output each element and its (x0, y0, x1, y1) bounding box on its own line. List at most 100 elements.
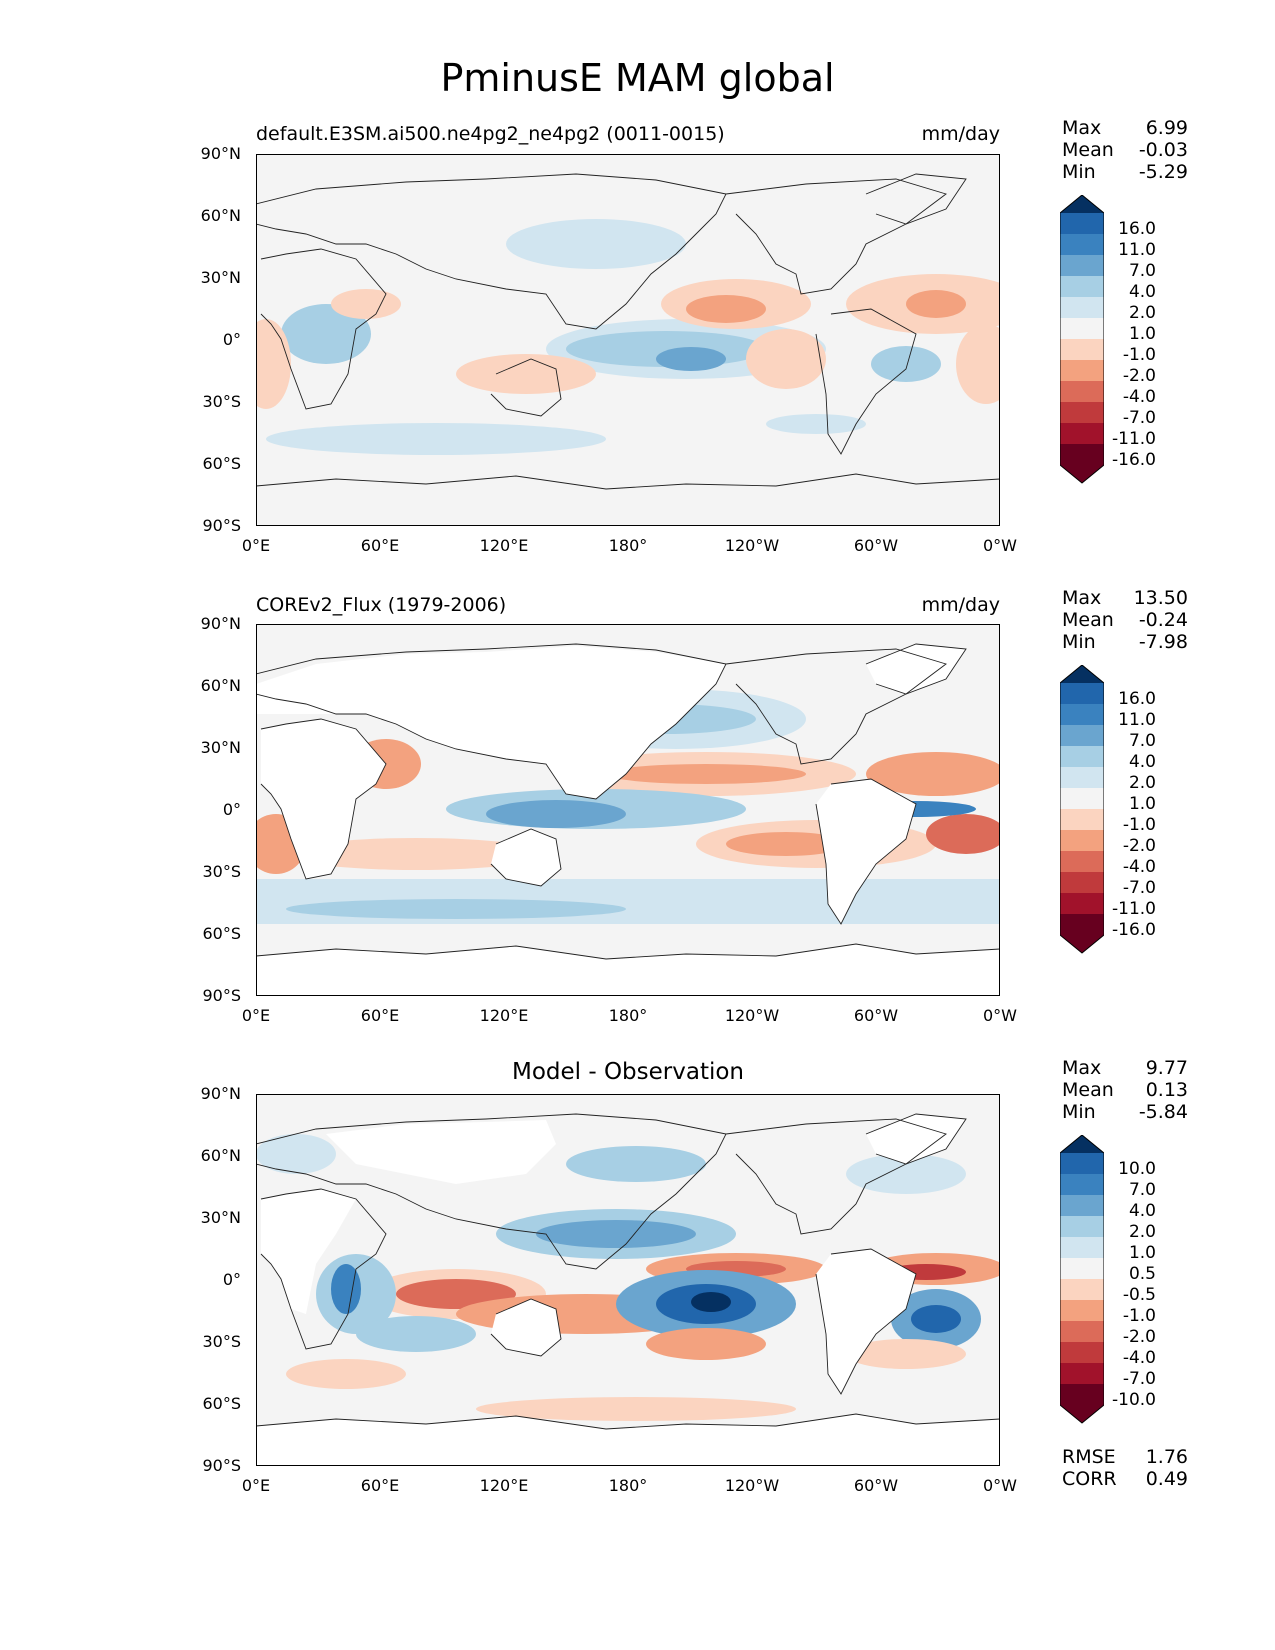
panel1-min-label: Min (1062, 161, 1096, 183)
panel1-lon-tick: 0°W (983, 536, 1017, 555)
field-blob (281, 304, 371, 364)
field-blob (456, 354, 596, 394)
colorbar-segment (1060, 665, 1104, 683)
panel2-colorbar-label: -16.0 (1112, 920, 1156, 940)
panel3-title: Model - Observation (511, 1059, 745, 1085)
coastline-greenland (865, 643, 967, 695)
panel2-colorbar-label: 11.0 (1118, 710, 1156, 730)
colorbar-segment (1060, 1321, 1104, 1342)
coastline-antarctica (256, 943, 1000, 960)
panel2-land-mask (256, 644, 1000, 996)
panel3-lon-tick: 120°E (479, 1476, 529, 1495)
panel1-title: default.E3SM.ai500.ne4pg2_ne4pg2 (0011-0… (256, 123, 725, 145)
field-blob (726, 832, 846, 856)
colorbar-segment (1060, 234, 1104, 255)
panel1-lon-tick: 120°W (724, 536, 780, 555)
panel1-colorbar-label: -2.0 (1122, 366, 1156, 386)
colorbar-segment (1060, 1300, 1104, 1321)
colorbar-segment (1060, 1258, 1104, 1279)
field-blob (356, 1316, 476, 1352)
panel3-lat-tick: 30°N (200, 1208, 241, 1227)
field-blob (286, 1359, 406, 1389)
colorbar-segment (1060, 935, 1104, 953)
colorbar-segment (1060, 893, 1104, 914)
panel2-mean-label: Mean (1062, 609, 1114, 631)
panel1-lat-tick: 30°N (200, 268, 241, 287)
panel2-max-label: Max (1062, 587, 1102, 609)
colorbar-segment (1060, 318, 1104, 339)
panel2-colorbar-label: -1.0 (1122, 815, 1156, 835)
panel1-max-label: Max (1062, 117, 1102, 139)
panel1-frame (256, 154, 1000, 526)
panel1-coastlines (256, 173, 1000, 490)
panel2-map (256, 624, 1000, 996)
panel3-rmse-value: 1.76 (1145, 1446, 1188, 1468)
panel2-lon-tick: 120°W (724, 1006, 780, 1025)
panel3-colorbar-label: -10.0 (1112, 1390, 1156, 1410)
panel3-colorbar-label: 2.0 (1128, 1222, 1156, 1242)
panel3-colorbar-label: -4.0 (1122, 1348, 1156, 1368)
panel1-mean-label: Mean (1062, 139, 1114, 161)
colorbar-segment (1060, 809, 1104, 830)
panel2-min-value: -7.98 (1138, 631, 1188, 653)
coastline-africa (260, 718, 387, 880)
field-blob (911, 1305, 961, 1333)
panel3-colorbar-label: -1.0 (1122, 1306, 1156, 1326)
panel1-colorbar-label: 1.0 (1128, 324, 1156, 344)
panel1-max-value: 6.99 (1145, 117, 1188, 139)
panel2-lat-tick: 60°N (200, 676, 241, 695)
colorbar-segment (1060, 402, 1104, 423)
panel3-colorbar-label: -0.5 (1122, 1285, 1156, 1305)
panel3-mean-label: Mean (1062, 1079, 1114, 1101)
panel2-lat-tick: 90°N (200, 614, 241, 633)
panel2-lon-tick: 60°E (360, 1006, 400, 1025)
coastline-south-america (815, 308, 917, 455)
coastline-north-america (725, 178, 947, 295)
panel3-min-label: Min (1062, 1101, 1096, 1123)
panel2-lat-tick: 30°S (202, 862, 241, 881)
panel3-lon-tick: 180° (608, 1476, 648, 1495)
panel1-lat-tick: 60°S (202, 454, 241, 473)
panel2-lon-tick: 180° (608, 1006, 648, 1025)
coastline-eurasia (256, 1113, 727, 1270)
panel3-lon-tick: 0°W (983, 1476, 1017, 1495)
field-blob (646, 1328, 766, 1360)
panel3-colorbar (1059, 1134, 1105, 1435)
colorbar-segment (1060, 767, 1104, 788)
field-blob (606, 764, 806, 784)
panel3-lon-tick: 0°E (241, 1476, 271, 1495)
panel2-frame (256, 624, 1000, 996)
figure-title: PminusE MAM global (440, 56, 835, 100)
panel1-lon-tick: 60°W (853, 536, 899, 555)
panel3-colorbar-label: 0.5 (1128, 1264, 1156, 1284)
panel1-colorbar (1059, 194, 1105, 495)
panel3-lat-tick: 90°N (200, 1084, 241, 1103)
panel3-max-value: 9.77 (1145, 1057, 1188, 1079)
panel2-colorbar-label: 2.0 (1128, 773, 1156, 793)
colorbar-segment (1060, 360, 1104, 381)
panel2-colorbar-label: -2.0 (1122, 836, 1156, 856)
panel1-precip-fields (256, 219, 1000, 455)
field-blob (686, 295, 766, 323)
colorbar-segment (1060, 788, 1104, 809)
field-blob (266, 423, 606, 455)
coastline-australia (490, 1298, 562, 1357)
colorbar-segment (1060, 1195, 1104, 1216)
panel3-lat-tick: 30°S (202, 1332, 241, 1351)
field-blob (286, 838, 546, 870)
colorbar-segment (1060, 339, 1104, 360)
panel1-colorbar-label: -7.0 (1122, 408, 1156, 428)
panel1-lat-tick: 30°S (202, 392, 241, 411)
panel3-colorbar-label: 7.0 (1128, 1180, 1156, 1200)
panel2-colorbar-label: -11.0 (1112, 899, 1156, 919)
colorbar-segment (1060, 444, 1104, 465)
colorbar-segment (1060, 872, 1104, 893)
panel3-lon-tick: 60°W (853, 1476, 899, 1495)
coastline-australia (490, 358, 562, 417)
coastline-antarctica (256, 1413, 1000, 1430)
panel1-colorbar-label: 7.0 (1128, 261, 1156, 281)
panel2-colorbar-label: 16.0 (1118, 689, 1156, 709)
field-blob (476, 1397, 796, 1421)
panel2-units: mm/day (921, 594, 1000, 616)
field-blob (486, 800, 626, 828)
